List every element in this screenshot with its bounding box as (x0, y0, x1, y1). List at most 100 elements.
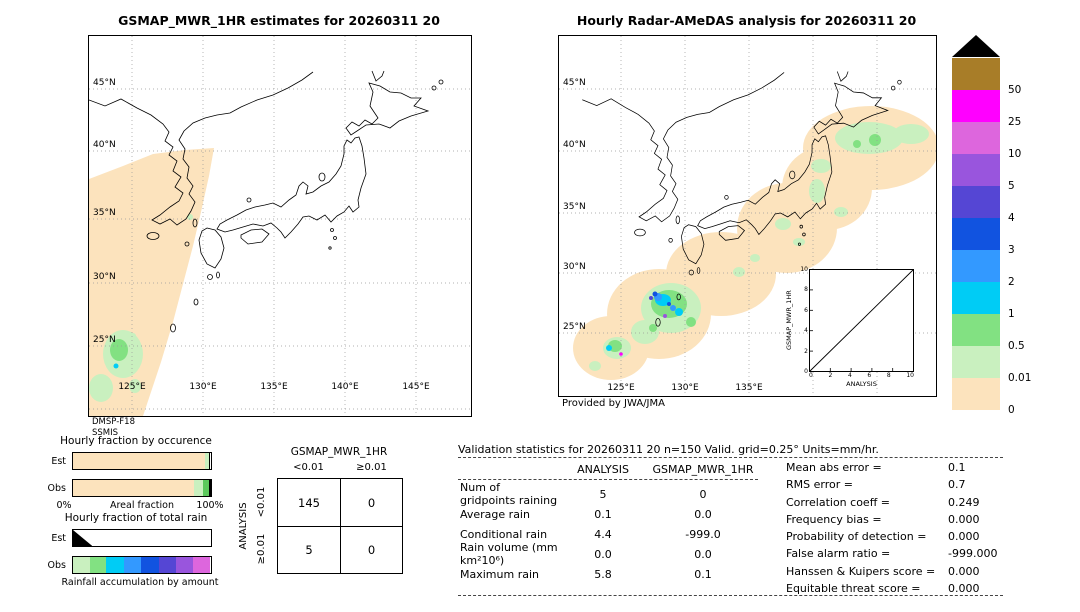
validation-cell: Maximum rain (460, 567, 539, 581)
map-gsmap-estimates: 45°N 40°N 35°N 30°N 25°N 125°E 130°E 135… (88, 35, 472, 417)
colorbar-label: 2 (1008, 276, 1015, 288)
bar-segment (73, 557, 90, 573)
row-label-obs: Obs (47, 483, 66, 494)
validation-cell: 4.4 (594, 527, 612, 541)
divider (458, 479, 758, 480)
contingency-row-header-2: ≥0.01 (256, 533, 267, 565)
contingency-cell: 0 (340, 526, 402, 573)
lat-label: 25°N (93, 335, 116, 345)
score-value: 0.000 (948, 564, 980, 578)
colorbar-overflow-triangle (952, 35, 1000, 57)
validation-cell: 0.1 (694, 567, 712, 581)
bar-segment (141, 557, 159, 573)
bar-segment (203, 480, 209, 496)
lon-label: 135°E (260, 382, 288, 392)
validation-cell: 0.0 (694, 507, 712, 521)
score-row: Probability of detection = 0.000 (786, 528, 997, 545)
bar-segment (208, 480, 211, 496)
contingency-col-header-2: ≥0.01 (356, 462, 387, 473)
lon-label: 145°E (402, 382, 430, 392)
validation-cell: 5.8 (594, 567, 612, 581)
colorbar-label: 25 (1008, 116, 1022, 128)
map1-canvas (89, 36, 471, 416)
sensor-label: SSMIS (92, 428, 119, 438)
validation-row: Rain volume (mm km²10⁶) 0.0 0.0 (458, 541, 758, 567)
colorbar-segment: 2 (952, 250, 1015, 288)
score-row: Equitable threat score = 0.000 (786, 580, 997, 597)
score-label: RMS error = (786, 478, 853, 492)
colorbar-segment: 5 (952, 154, 1015, 192)
score-label: Frequency bias = (786, 512, 882, 526)
totalrain-x-axis-label: Rainfall accumulation by amount (61, 577, 219, 588)
bar-segment (89, 557, 107, 573)
validation-cell: Conditional rain (460, 527, 548, 541)
occurrence-chart-title: Hourly fraction by occurence (60, 435, 212, 447)
divider (458, 457, 1003, 458)
validation-cell: Num of gridpoints raining (460, 481, 558, 507)
validation-col-header-analysis: ANALYSIS (577, 463, 629, 476)
bar-segment (73, 480, 194, 496)
colorbar-label: 5 (1008, 180, 1015, 192)
totalrain-chart-title: Hourly fraction of total rain (64, 512, 208, 524)
scatter-inset: 0 2 4 6 8 10 10 8 6 4 2 0 ANALYSIS GSMAP_MWR_1HR (785, 266, 914, 388)
contingency-title: GSMAP_MWR_1HR (290, 446, 388, 458)
colorbar-segment: 25 (952, 90, 1021, 128)
lon-label: 125°E (607, 383, 635, 393)
score-row: Frequency bias = 0.000 (786, 511, 997, 528)
validation-cell: 0.0 (694, 547, 712, 561)
coastlines (89, 70, 444, 333)
bar-segment (158, 557, 176, 573)
tick-label: 10 (906, 372, 914, 379)
tick-label: 4 (804, 327, 808, 335)
lat-label: 35°N (93, 208, 116, 218)
colorbar-segment: 4 (952, 186, 1015, 224)
scatter-x-ticks: 0 2 4 6 8 10 (809, 372, 914, 379)
x-tick-100: 100% (196, 500, 224, 511)
validation-row: Average rain 0.1 0.0 (458, 504, 758, 524)
score-value: 0.000 (948, 530, 980, 544)
lat-label: 45°N (93, 78, 116, 88)
colorbar-label: 0 (1008, 404, 1015, 416)
score-label: Correlation coeff = (786, 495, 890, 509)
validation-cell: 0 (699, 487, 707, 501)
colorbar-segment: 50 (952, 58, 1021, 96)
colorbar-segment: 0 (952, 378, 1015, 416)
validation-cell: 0.0 (594, 547, 612, 561)
validation-cell: Rain volume (mm km²10⁶) (460, 541, 558, 567)
lon-label: 125°E (118, 382, 146, 392)
lat-label: 45°N (563, 78, 586, 88)
scatter-y-ticks: 10 8 6 4 2 0 (797, 266, 808, 375)
bar-segment (73, 453, 205, 469)
validation-col-header-gsmap: GSMAP_MWR_1HR (652, 463, 754, 476)
totalrain-bar-obs (72, 556, 212, 574)
score-value: 0.7 (948, 478, 966, 492)
tick-label: 6 (804, 306, 808, 314)
bar-segment (193, 480, 204, 496)
contingency-cell: 0 (340, 479, 402, 526)
grid-lines (89, 36, 471, 416)
divider (458, 595, 1003, 596)
colorbar-label: 4 (1008, 212, 1015, 224)
tick-label: 4 (847, 372, 852, 379)
rain-rate-colorbar: 50 25 10 5 4 3 2 1 0.5 0.01 0 (952, 58, 1031, 416)
lon-label: 130°E (671, 383, 699, 393)
bar-segment (204, 453, 209, 469)
bar-segment (73, 530, 93, 546)
score-row: Hanssen & Kuipers score = 0.000 (786, 563, 997, 580)
precipitation-blobs (89, 214, 193, 402)
row-label-obs: Obs (47, 560, 66, 571)
score-label: Hanssen & Kuipers score = (786, 564, 936, 578)
tick-label: 10 (800, 266, 808, 273)
score-label: Probability of detection = (786, 530, 927, 544)
score-row: Correlation coeff = 0.249 (786, 494, 997, 511)
bar-segment (124, 557, 142, 573)
tick-label: 6 (867, 372, 872, 379)
score-value: 0.000 (948, 512, 980, 526)
score-list: Mean abs error = 0.1 RMS error = 0.7 Correla… (786, 459, 997, 597)
tick-label: 0 (809, 372, 813, 379)
validation-row: Maximum rain 5.8 0.1 (458, 564, 758, 584)
map1-title: GSMAP_MWR_1HR estimates for 20260311 20 (118, 13, 440, 28)
validation-row: Conditional rain 4.4 -999.0 (458, 524, 758, 544)
tick-label: 2 (804, 347, 808, 355)
colorbar-label: 50 (1008, 84, 1022, 96)
